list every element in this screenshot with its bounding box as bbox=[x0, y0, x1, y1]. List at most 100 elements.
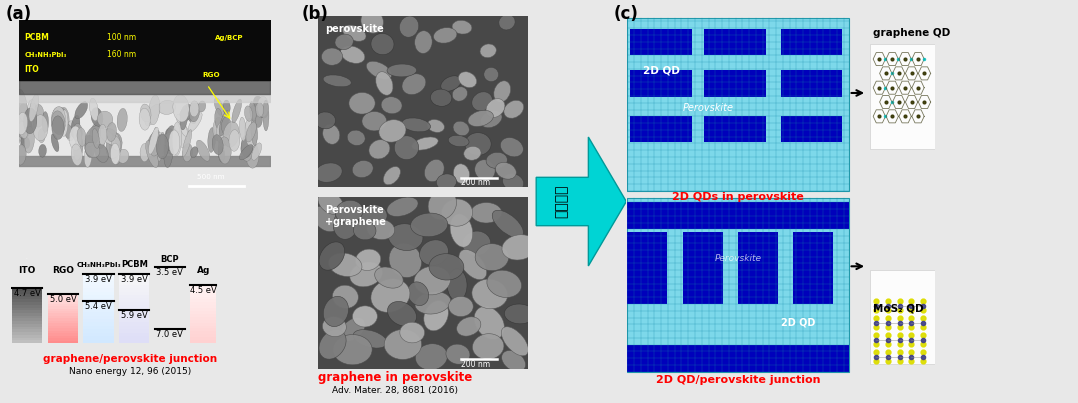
Ellipse shape bbox=[52, 107, 67, 129]
Text: Perovskite: Perovskite bbox=[682, 103, 734, 113]
Ellipse shape bbox=[245, 106, 252, 121]
Bar bbox=[12, 302, 42, 305]
Ellipse shape bbox=[182, 130, 192, 156]
Ellipse shape bbox=[147, 130, 160, 150]
Ellipse shape bbox=[29, 94, 39, 122]
Ellipse shape bbox=[97, 111, 113, 127]
Ellipse shape bbox=[448, 135, 469, 147]
Ellipse shape bbox=[107, 123, 116, 141]
Ellipse shape bbox=[93, 129, 99, 148]
Ellipse shape bbox=[66, 121, 75, 141]
Bar bbox=[83, 309, 114, 312]
Bar bbox=[12, 324, 42, 327]
Ellipse shape bbox=[221, 117, 231, 135]
Bar bbox=[47, 303, 78, 306]
Bar bbox=[83, 305, 114, 309]
Ellipse shape bbox=[499, 15, 515, 30]
Ellipse shape bbox=[407, 282, 429, 305]
Ellipse shape bbox=[400, 16, 418, 37]
Text: 200 nm: 200 nm bbox=[461, 179, 490, 187]
Bar bbox=[47, 323, 78, 326]
Ellipse shape bbox=[505, 304, 535, 324]
Ellipse shape bbox=[371, 279, 410, 312]
Bar bbox=[47, 314, 78, 316]
Ellipse shape bbox=[486, 152, 508, 168]
Ellipse shape bbox=[382, 97, 402, 114]
Ellipse shape bbox=[319, 330, 346, 359]
Ellipse shape bbox=[20, 136, 30, 148]
Bar bbox=[12, 340, 42, 343]
Ellipse shape bbox=[65, 125, 72, 138]
Bar bbox=[119, 278, 150, 281]
Ellipse shape bbox=[454, 164, 470, 184]
Ellipse shape bbox=[223, 122, 239, 147]
Bar bbox=[83, 319, 114, 322]
Ellipse shape bbox=[165, 126, 177, 150]
Bar bbox=[12, 305, 42, 307]
Ellipse shape bbox=[448, 296, 473, 317]
Ellipse shape bbox=[219, 146, 224, 162]
Text: 100 nm: 100 nm bbox=[107, 33, 136, 42]
Ellipse shape bbox=[361, 10, 384, 33]
Ellipse shape bbox=[480, 44, 496, 58]
Ellipse shape bbox=[71, 144, 82, 166]
Text: Adv. Mater. 28, 8681 (2016): Adv. Mater. 28, 8681 (2016) bbox=[332, 386, 458, 395]
Bar bbox=[119, 288, 150, 291]
Ellipse shape bbox=[428, 189, 456, 220]
Ellipse shape bbox=[452, 20, 472, 34]
Ellipse shape bbox=[156, 134, 168, 159]
Ellipse shape bbox=[354, 221, 376, 240]
Ellipse shape bbox=[60, 110, 68, 136]
Ellipse shape bbox=[99, 129, 115, 145]
Bar bbox=[631, 116, 692, 142]
Bar bbox=[870, 44, 935, 150]
Ellipse shape bbox=[240, 137, 252, 161]
Ellipse shape bbox=[85, 126, 100, 146]
Bar bbox=[83, 274, 114, 278]
Bar bbox=[47, 331, 78, 333]
Ellipse shape bbox=[258, 96, 268, 117]
Ellipse shape bbox=[486, 99, 505, 117]
Bar bbox=[83, 326, 114, 329]
Text: 200 nm: 200 nm bbox=[461, 360, 490, 369]
Ellipse shape bbox=[110, 143, 120, 164]
Ellipse shape bbox=[263, 100, 268, 131]
Ellipse shape bbox=[18, 123, 24, 145]
Ellipse shape bbox=[146, 141, 158, 168]
Ellipse shape bbox=[251, 143, 262, 160]
Ellipse shape bbox=[245, 118, 258, 147]
Bar bbox=[119, 291, 150, 295]
Ellipse shape bbox=[464, 146, 481, 160]
Ellipse shape bbox=[500, 137, 523, 157]
Bar bbox=[47, 333, 78, 336]
Text: 5.9 eV: 5.9 eV bbox=[121, 311, 148, 320]
Text: graphene in perovskite: graphene in perovskite bbox=[318, 371, 472, 384]
Ellipse shape bbox=[91, 108, 103, 127]
Ellipse shape bbox=[149, 131, 161, 156]
Ellipse shape bbox=[369, 140, 390, 159]
Ellipse shape bbox=[149, 127, 158, 154]
Text: ITO: ITO bbox=[26, 258, 28, 259]
Ellipse shape bbox=[332, 285, 358, 308]
Ellipse shape bbox=[38, 129, 45, 143]
Bar bbox=[12, 316, 42, 318]
Bar bbox=[191, 297, 217, 299]
Ellipse shape bbox=[349, 262, 383, 287]
Ellipse shape bbox=[139, 108, 150, 130]
Ellipse shape bbox=[188, 112, 203, 132]
Bar bbox=[191, 288, 217, 291]
Bar bbox=[47, 294, 78, 296]
Text: Perovskite
+graphene: Perovskite +graphene bbox=[326, 205, 386, 227]
Ellipse shape bbox=[502, 235, 537, 260]
Text: 4.7 eV: 4.7 eV bbox=[14, 289, 41, 298]
Ellipse shape bbox=[354, 330, 387, 348]
Ellipse shape bbox=[172, 122, 182, 156]
Ellipse shape bbox=[33, 104, 44, 127]
Bar bbox=[191, 331, 217, 334]
Bar bbox=[780, 71, 843, 97]
Ellipse shape bbox=[447, 269, 467, 301]
Ellipse shape bbox=[218, 137, 231, 164]
Text: PCBM: PCBM bbox=[25, 33, 50, 42]
Text: RGO: RGO bbox=[52, 266, 74, 275]
Bar bbox=[12, 332, 42, 335]
